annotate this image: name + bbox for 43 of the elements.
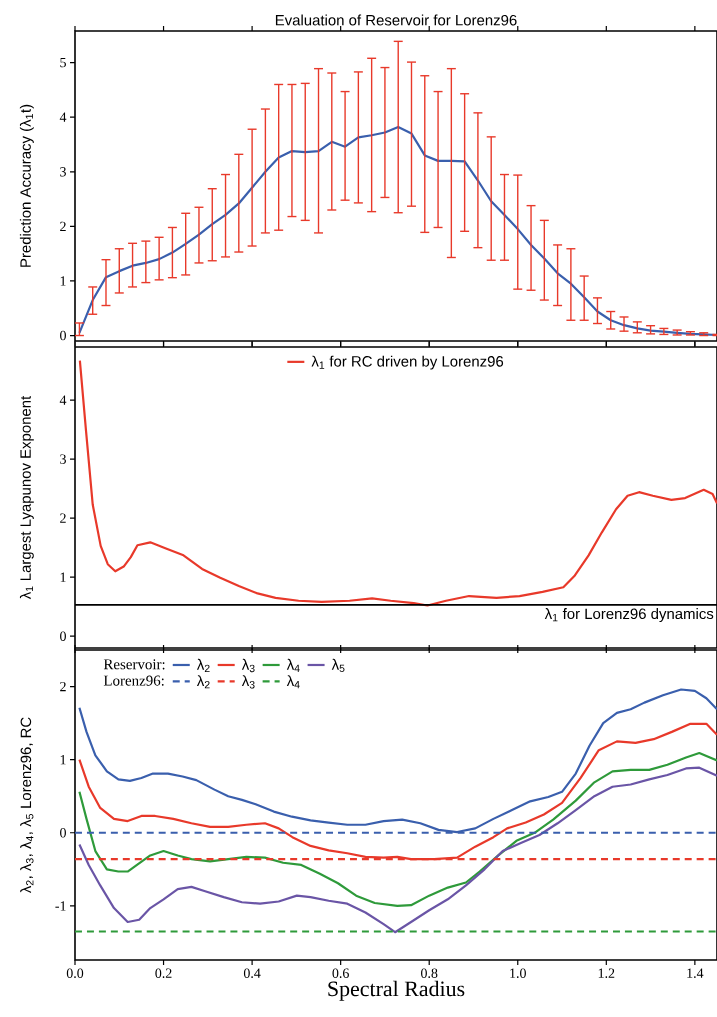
ref-line-label: λ$_{1}$ for Lorenz96 dynamics: [544, 608, 714, 623]
y-tick-label: 0: [60, 631, 66, 641]
x-tick-label: 1.2: [598, 968, 615, 978]
y-axis-title: Prediction Accuracy (λ$_{1}$t): [19, 104, 34, 267]
y-tick-label: 2: [60, 681, 66, 692]
legend-label: λ$_{2}$: [196, 675, 210, 689]
y-tick-label: 0: [60, 828, 66, 838]
y-tick-label: 1: [60, 276, 66, 286]
x-tick-label: 1.4: [687, 968, 704, 978]
legend-label: λ$_{4}$: [286, 658, 300, 672]
legend-label: λ$_{5}$: [331, 658, 345, 673]
legend-label: λ$_{2}$: [196, 658, 210, 673]
y-tick-label: 5: [60, 58, 66, 68]
y-tick-label: 3: [60, 454, 66, 464]
y-tick-label: -1: [55, 901, 66, 911]
y-tick-label: 0: [60, 330, 66, 341]
legend-label: λ$_{1}$ for RC driven by Lorenz96: [311, 355, 504, 370]
legend-label: λ$_{3}$: [241, 675, 255, 689]
y-axis-title: λ$_{1}$ Largest Lyapunov Exponent: [19, 395, 34, 600]
chart-title: Evaluation of Reservoir for Lorenz96: [275, 14, 517, 26]
y-tick-label: 1: [60, 572, 66, 582]
x-tick-label: 0.6: [332, 968, 349, 978]
x-tick-label: 0.4: [243, 968, 261, 978]
x-tick-label: 0.2: [155, 968, 172, 978]
x-tick-label: 1.0: [510, 968, 526, 978]
y-tick-label: 4: [59, 395, 67, 405]
x-tick-label: 0.8: [421, 968, 438, 978]
line-series: [78, 766, 717, 934]
annotation: Lorenz96:: [103, 675, 164, 686]
annotation: Reservoir:: [103, 659, 165, 670]
y-tick-label: 2: [60, 221, 66, 231]
line-series: [78, 688, 717, 834]
legend-label: λ$_{4}$: [286, 675, 300, 689]
y-tick-label: 1: [60, 755, 66, 765]
y-tick-label: 3: [60, 167, 66, 177]
line-series: [78, 722, 717, 861]
x-tick-label: 0.0: [66, 968, 84, 978]
y-tick-label: 2: [60, 513, 66, 523]
text: λ$_{2}$, λ$_{3}$, λ$_{4}$, λ$_{5}$ Lorenz96, RC: [20, 717, 34, 894]
x-axis-title: Spectral Radius: [328, 980, 465, 1001]
legend-label: λ$_{3}$: [241, 658, 255, 673]
line-series: [78, 751, 717, 907]
y-tick-label: 4: [59, 112, 67, 122]
